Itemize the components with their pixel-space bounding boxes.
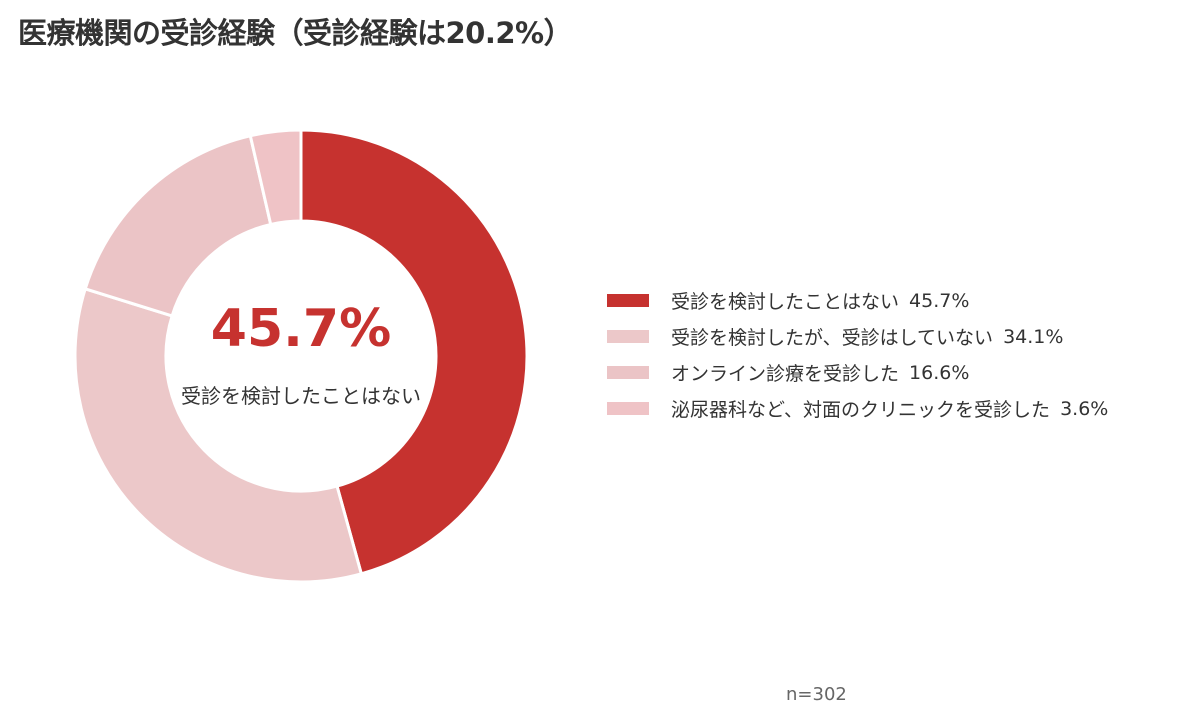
- legend-label: オンライン診療を受診した: [671, 363, 900, 385]
- legend-item: 受診を検討したが、受診はしていない 34.1%: [607, 323, 1108, 350]
- legend-item: 泌尿器科など、対面のクリニックを受診した 3.6%: [607, 395, 1108, 422]
- legend-label: 受診を検討したことはない: [671, 291, 900, 313]
- sample-size-label: n=302: [786, 684, 847, 705]
- chart-legend: 受診を検討したことはない 45.7% 受診を検討したが、受診はしていない 34.…: [607, 287, 1108, 422]
- donut-slice-4: [248, 128, 303, 227]
- legend-value: 45.7%: [909, 289, 970, 312]
- legend-label: 受診を検討したが、受診はしていない: [671, 327, 994, 349]
- legend-swatch: [607, 330, 649, 343]
- legend-swatch: [607, 366, 649, 379]
- center-label: 受診を検討したことはない: [181, 384, 421, 408]
- legend-swatch: [607, 294, 649, 307]
- legend-item: オンライン診療を受診した 16.6%: [607, 359, 1108, 386]
- donut-slices: [73, 128, 529, 584]
- legend-value: 3.6%: [1060, 397, 1109, 420]
- center-value: 45.7%: [211, 299, 391, 359]
- legend-label: 泌尿器科など、対面のクリニックを受診した: [671, 399, 1051, 421]
- legend-swatch: [607, 402, 649, 415]
- legend-item: 受診を検討したことはない 45.7%: [607, 287, 1108, 314]
- donut-slice-3: [83, 133, 273, 318]
- chart-title: 医療機関の受診経験（受診経験は20.2%）: [18, 16, 573, 50]
- donut-slice-1: [299, 128, 529, 576]
- donut-slice-2: [73, 286, 364, 584]
- legend-value: 16.6%: [909, 361, 970, 384]
- legend-value: 34.1%: [1003, 325, 1064, 348]
